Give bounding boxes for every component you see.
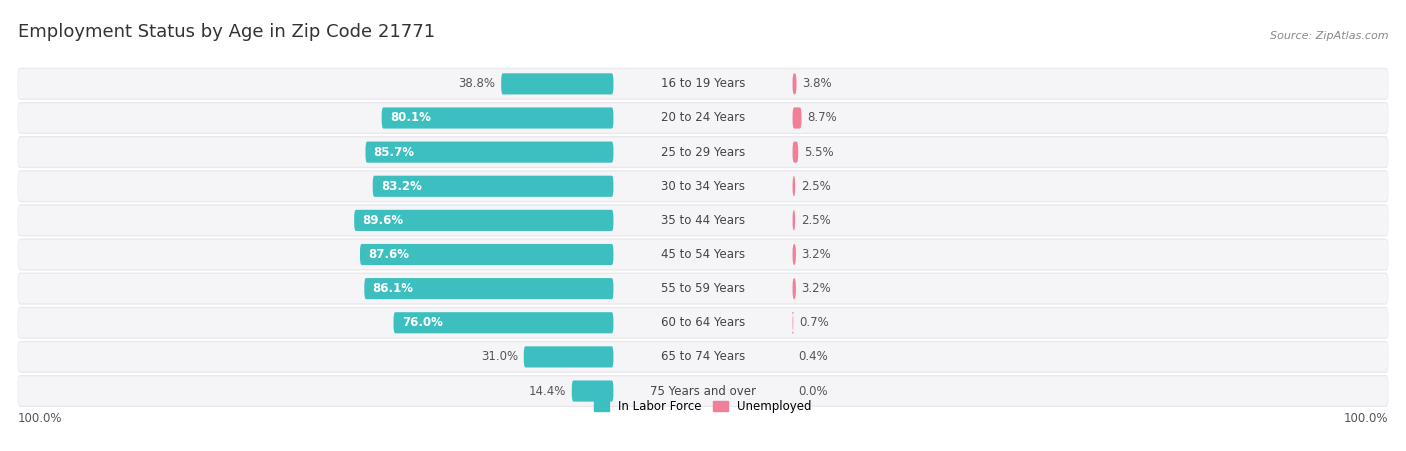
Text: 45 to 54 Years: 45 to 54 Years (661, 248, 745, 261)
Text: 83.2%: 83.2% (381, 180, 422, 193)
Text: 60 to 64 Years: 60 to 64 Years (661, 316, 745, 329)
FancyBboxPatch shape (793, 210, 796, 231)
FancyBboxPatch shape (17, 341, 1389, 373)
Text: 100.0%: 100.0% (1344, 412, 1389, 425)
FancyBboxPatch shape (394, 312, 613, 333)
Text: 85.7%: 85.7% (374, 146, 415, 159)
FancyBboxPatch shape (793, 278, 796, 299)
Text: 75 Years and over: 75 Years and over (650, 385, 756, 397)
Text: 14.4%: 14.4% (529, 385, 567, 397)
FancyBboxPatch shape (360, 244, 613, 265)
Text: 30 to 34 Years: 30 to 34 Years (661, 180, 745, 193)
FancyBboxPatch shape (793, 142, 799, 163)
Text: 20 to 24 Years: 20 to 24 Years (661, 111, 745, 124)
FancyBboxPatch shape (18, 138, 1388, 167)
Text: 100.0%: 100.0% (17, 412, 62, 425)
Legend: In Labor Force, Unemployed: In Labor Force, Unemployed (595, 400, 811, 413)
FancyBboxPatch shape (572, 381, 613, 401)
Text: 0.0%: 0.0% (799, 385, 828, 397)
FancyBboxPatch shape (18, 103, 1388, 133)
FancyBboxPatch shape (17, 204, 1389, 236)
FancyBboxPatch shape (18, 342, 1388, 372)
FancyBboxPatch shape (381, 107, 613, 129)
Text: 16 to 19 Years: 16 to 19 Years (661, 78, 745, 90)
FancyBboxPatch shape (18, 69, 1388, 98)
Text: 5.5%: 5.5% (804, 146, 834, 159)
FancyBboxPatch shape (17, 307, 1389, 339)
FancyBboxPatch shape (17, 68, 1389, 100)
Text: 35 to 44 Years: 35 to 44 Years (661, 214, 745, 227)
FancyBboxPatch shape (18, 171, 1388, 201)
Text: 2.5%: 2.5% (800, 180, 831, 193)
FancyBboxPatch shape (354, 210, 613, 231)
FancyBboxPatch shape (792, 312, 794, 333)
FancyBboxPatch shape (18, 274, 1388, 304)
FancyBboxPatch shape (18, 240, 1388, 269)
Text: 87.6%: 87.6% (368, 248, 409, 261)
Text: 86.1%: 86.1% (373, 282, 413, 295)
Text: 3.2%: 3.2% (801, 248, 831, 261)
FancyBboxPatch shape (364, 278, 613, 299)
Text: Employment Status by Age in Zip Code 21771: Employment Status by Age in Zip Code 217… (17, 23, 434, 41)
Text: 25 to 29 Years: 25 to 29 Years (661, 146, 745, 159)
FancyBboxPatch shape (366, 142, 613, 163)
Text: 80.1%: 80.1% (389, 111, 430, 124)
FancyBboxPatch shape (17, 170, 1389, 202)
FancyBboxPatch shape (17, 239, 1389, 271)
FancyBboxPatch shape (17, 136, 1389, 168)
Text: Source: ZipAtlas.com: Source: ZipAtlas.com (1270, 31, 1389, 41)
FancyBboxPatch shape (793, 107, 801, 129)
Text: 38.8%: 38.8% (458, 78, 496, 90)
FancyBboxPatch shape (18, 308, 1388, 337)
FancyBboxPatch shape (501, 73, 613, 94)
Text: 3.2%: 3.2% (801, 282, 831, 295)
Text: 76.0%: 76.0% (402, 316, 443, 329)
FancyBboxPatch shape (17, 375, 1389, 407)
FancyBboxPatch shape (17, 272, 1389, 305)
Text: 3.8%: 3.8% (801, 78, 831, 90)
Text: 65 to 74 Years: 65 to 74 Years (661, 350, 745, 364)
FancyBboxPatch shape (17, 102, 1389, 134)
Text: 2.5%: 2.5% (800, 214, 831, 227)
Text: 89.6%: 89.6% (363, 214, 404, 227)
FancyBboxPatch shape (793, 176, 796, 197)
FancyBboxPatch shape (793, 244, 796, 265)
Text: 31.0%: 31.0% (481, 350, 519, 364)
FancyBboxPatch shape (524, 346, 613, 368)
FancyBboxPatch shape (793, 73, 796, 94)
FancyBboxPatch shape (373, 176, 613, 197)
Text: 8.7%: 8.7% (807, 111, 837, 124)
Text: 0.7%: 0.7% (799, 316, 828, 329)
FancyBboxPatch shape (18, 206, 1388, 235)
Text: 55 to 59 Years: 55 to 59 Years (661, 282, 745, 295)
FancyBboxPatch shape (18, 376, 1388, 406)
Text: 0.4%: 0.4% (799, 350, 828, 364)
